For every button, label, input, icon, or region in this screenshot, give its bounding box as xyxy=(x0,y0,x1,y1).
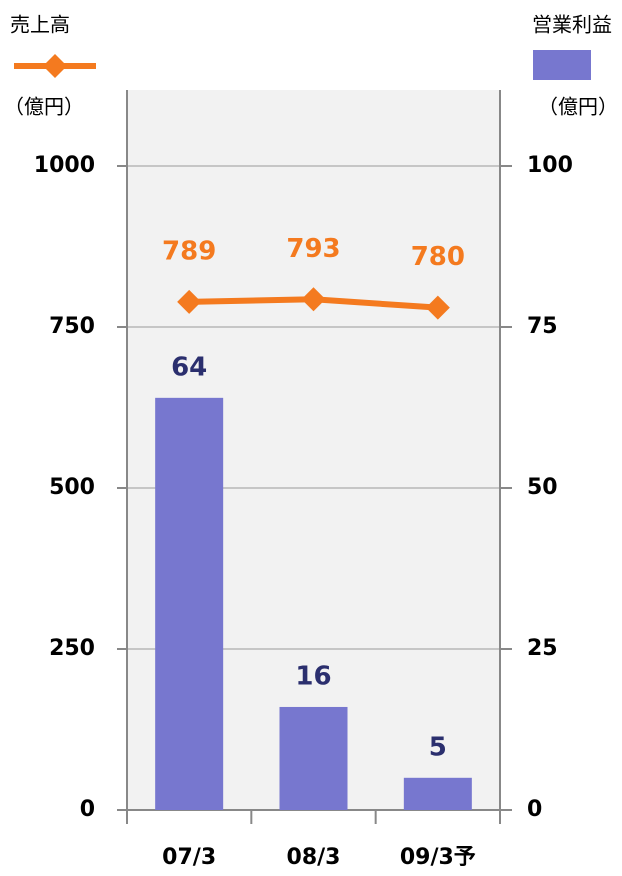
line-value-label: 789 xyxy=(162,236,216,266)
line-marker xyxy=(425,295,450,320)
y-tick-label: 0 xyxy=(80,797,95,822)
y-tick-label: 1000 xyxy=(34,153,95,178)
legend-label: 売上高 xyxy=(10,13,70,37)
y2-axis-label: （億円） xyxy=(538,95,618,119)
y2-tick-label: 25 xyxy=(527,636,558,661)
y-tick-label: 750 xyxy=(49,314,95,339)
line-value-label: 793 xyxy=(286,234,340,264)
y2-tick-label: 100 xyxy=(527,153,573,178)
legend-label: 営業利益 xyxy=(532,13,612,37)
bar xyxy=(403,777,472,810)
line-marker xyxy=(301,287,326,312)
x-tick-label: 07/3 xyxy=(162,845,216,870)
bar xyxy=(279,706,348,810)
x-tick-label: 09/3予 xyxy=(400,845,476,870)
bar-value-label: 64 xyxy=(171,352,207,382)
line-value-label: 780 xyxy=(411,242,465,272)
y2-tick-label: 50 xyxy=(527,475,558,500)
legend-swatch xyxy=(533,50,591,80)
bar xyxy=(155,397,224,810)
y-axis-label: （億円） xyxy=(4,95,84,119)
y2-tick-label: 0 xyxy=(527,797,542,822)
bar-value-label: 5 xyxy=(429,732,447,762)
y-tick-label: 500 xyxy=(49,475,95,500)
x-tick-label: 08/3 xyxy=(287,845,341,870)
y-tick-label: 250 xyxy=(49,636,95,661)
line-marker xyxy=(177,289,202,314)
bar-value-label: 16 xyxy=(295,661,331,691)
legend-marker xyxy=(43,54,67,78)
y2-tick-label: 75 xyxy=(527,314,558,339)
